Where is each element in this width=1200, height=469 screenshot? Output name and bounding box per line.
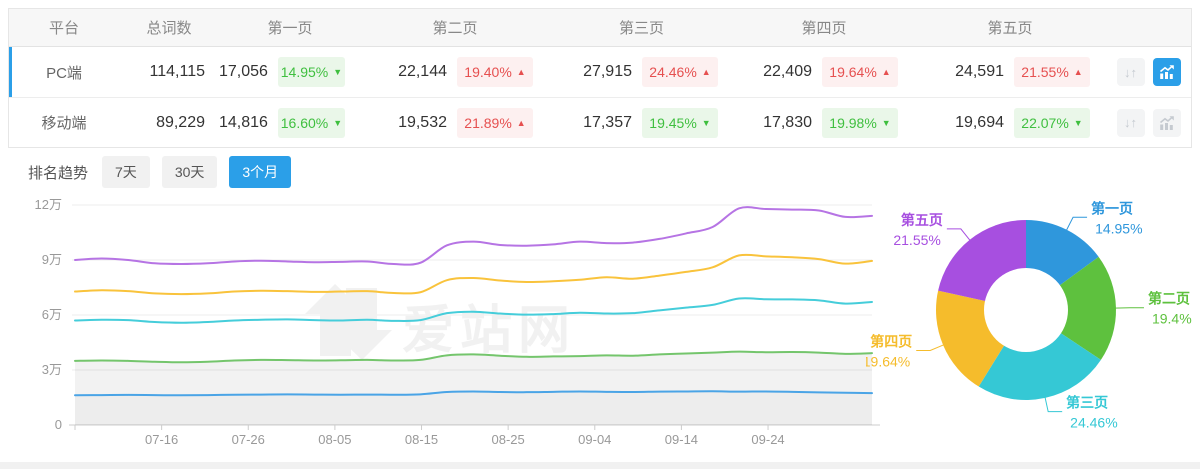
trend-arrow-icon: ▲ [701,67,711,77]
tab-30days[interactable]: 30天 [161,156,218,188]
platform-cell: PC端 [46,64,82,82]
trend-header: 排名趋势 7天 30天 3个月 [28,156,292,188]
sort-icon: ↓↑ [1124,115,1137,130]
total-words-cell: 114,115 [149,63,205,80]
page-count: 27,915 [583,63,632,80]
svg-text:09-24: 09-24 [751,432,784,447]
change-badge: 21.89% ▲ [457,107,533,138]
trend-arrow-icon: ▼ [881,117,891,128]
col-header-total: 总词数 [146,20,192,37]
trend-arrow-icon: ▲ [881,67,891,77]
line-chart-icon [1159,65,1174,79]
col-header-page5: 第五页 [987,20,1033,37]
page-count: 24,591 [955,63,1004,80]
svg-text:09-14: 09-14 [665,432,698,447]
change-badge: 19.40% ▲ [457,57,533,87]
trend-arrow-icon: ▼ [333,117,343,128]
change-badge: 22.07% ▼ [1014,107,1090,138]
page5-cell: 24,591 21.55% ▲ [914,57,1106,87]
svg-text:3万: 3万 [42,362,62,377]
sort-button[interactable]: ↓↑ [1116,58,1145,86]
trend-arrow-icon: ▼ [333,67,343,77]
svg-text:07-26: 07-26 [232,432,265,447]
line-chart-icon [1159,115,1174,130]
page4-cell: 17,830 19.98% ▼ [734,107,914,138]
page3-cell: 17,357 19.45% ▼ [549,107,734,138]
page4-cell: 22,409 19.64% ▲ [734,57,914,87]
svg-text:08-05: 08-05 [318,432,351,447]
page-count: 19,694 [955,113,1004,131]
change-badge: 14.95% ▼ [277,57,345,87]
change-badge: 19.64% ▲ [822,57,898,87]
svg-text:08-15: 08-15 [405,432,438,447]
sort-icon: ↓↑ [1124,64,1137,80]
tab-7days[interactable]: 7天 [102,156,150,188]
sort-button[interactable]: ↓↑ [1116,108,1145,137]
chart-toggle-button[interactable] [1152,108,1181,137]
page-count: 17,357 [583,113,632,131]
change-badge: 21.55% ▲ [1014,57,1090,87]
trend-line-chart: 0 3万 6万 9万 12万 07-16 07-26 08-05 08-15 08-25 09-04… [35,197,880,447]
table-row[interactable]: 移动端 89,229 14,816 16.60% ▼ 19,532 21.89% ▲… [9,97,1191,147]
chart-toggle-button[interactable] [1152,58,1181,86]
tab-3months[interactable]: 3个月 [229,156,292,188]
total-words-cell: 89,229 [156,113,205,131]
svg-text:0: 0 [55,417,62,432]
svg-text:24.46%: 24.46% [1070,415,1117,431]
svg-text:9万: 9万 [42,252,62,267]
col-header-page1: 第一页 [267,20,313,37]
trend-arrow-icon: ▲ [516,67,526,77]
col-header-page4: 第四页 [801,20,847,37]
page-share-donut-chart: 第一页 14.95% 第二页 19.4% 第三页 24.46% 第四页 19.64% 第五页 21… [866,200,1192,431]
page-count: 17,056 [219,63,268,80]
svg-text:21.55%: 21.55% [893,232,940,248]
col-header-platform: 平台 [48,20,79,37]
page5-cell: 19,694 22.07% ▼ [914,107,1106,138]
trend-title: 排名趋势 [28,164,89,182]
trend-arrow-icon: ▲ [516,117,526,128]
col-header-page2: 第二页 [432,20,478,37]
svg-text:07-16: 07-16 [145,432,178,447]
svg-text:第四页: 第四页 [870,334,912,350]
change-badge: 16.60% ▼ [277,107,345,138]
trend-arrow-icon: ▲ [1073,67,1083,77]
trend-arrow-icon: ▼ [701,117,711,128]
svg-text:第五页: 第五页 [901,212,943,228]
svg-text:08-25: 08-25 [492,432,525,447]
svg-text:09-04: 09-04 [578,432,611,447]
page-count: 17,830 [763,113,812,131]
platform-cell: 移动端 [41,115,87,132]
page2-cell: 19,532 21.89% ▲ [361,107,549,138]
page-count: 22,144 [398,63,447,80]
table-row[interactable]: PC端 114,115 17,056 14.95% ▼ 22,144 19.40%… [9,47,1191,97]
table-header-row: 平台 总词数 第一页 第二页 第三页 第四页 第五页 [9,9,1191,47]
svg-text:19.4%: 19.4% [1152,311,1192,327]
change-badge: 19.98% ▼ [822,107,898,138]
section-divider [0,462,1200,469]
svg-text:6万: 6万 [42,307,62,322]
col-header-page3: 第三页 [618,20,664,37]
svg-text:14.95%: 14.95% [1095,220,1142,236]
svg-text:第二页: 第二页 [1148,291,1190,307]
rank-table: 平台 总词数 第一页 第二页 第三页 第四页 第五页 PC端 114,115 1… [8,8,1192,148]
page1-cell: 14,816 16.60% ▼ [219,107,361,138]
page-count: 22,409 [763,63,812,80]
svg-text:19.64%: 19.64% [866,354,910,370]
trend-arrow-icon: ▼ [1073,117,1083,128]
page1-cell: 17,056 14.95% ▼ [219,57,361,87]
page2-cell: 22,144 19.40% ▲ [361,57,549,87]
page-count: 14,816 [219,113,268,131]
change-badge: 19.45% ▼ [642,107,718,138]
svg-text:第一页: 第一页 [1091,200,1133,216]
page-count: 19,532 [398,113,447,131]
svg-text:12万: 12万 [35,197,62,212]
svg-text:第三页: 第三页 [1066,395,1108,411]
page3-cell: 27,915 24.46% ▲ [549,57,734,87]
change-badge: 24.46% ▲ [642,57,718,87]
svg-text:爱站网: 爱站网 [402,302,576,360]
